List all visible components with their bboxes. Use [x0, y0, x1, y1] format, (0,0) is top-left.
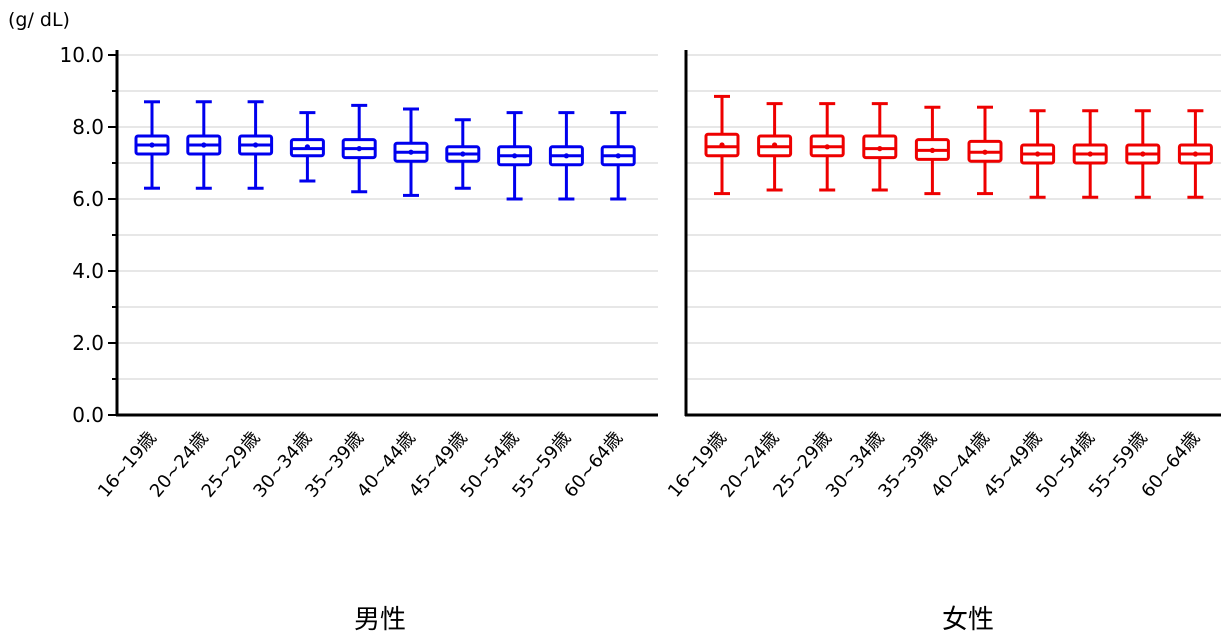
mean-marker [149, 142, 155, 148]
y-tick-label: 4.0 [72, 259, 104, 283]
box-3 [809, 102, 845, 192]
mean-marker [304, 144, 310, 150]
box-3 [238, 100, 274, 190]
mean-marker [929, 147, 936, 153]
box-8 [497, 111, 533, 201]
box-8 [1072, 109, 1108, 199]
box-4 [289, 111, 325, 183]
panel-title: 女性 [942, 605, 994, 635]
panel-male: 0.02.04.06.08.010.016~19歳20~24歳25~29歳30~… [59, 43, 658, 635]
mean-marker [201, 142, 207, 148]
mean-marker [615, 153, 621, 159]
panel-title: 男性 [354, 605, 406, 635]
y-unit-label: (g/ dL) [8, 9, 70, 31]
panel-female: 16~19歳20~24歳25~29歳30~34歳35~39歳40~44歳45~4… [664, 50, 1221, 635]
box-5 [341, 103, 377, 194]
mean-marker [408, 149, 414, 155]
mean-marker [253, 142, 259, 148]
mean-marker [824, 144, 830, 150]
y-tick-label: 10.0 [59, 43, 104, 67]
mean-marker [877, 146, 883, 152]
mean-marker [563, 153, 570, 159]
box-6 [393, 107, 429, 197]
box-5 [914, 105, 950, 196]
mean-marker [1087, 151, 1093, 157]
mean-marker [772, 142, 778, 148]
box-2 [186, 100, 222, 190]
box-10 [600, 111, 636, 201]
mean-marker [719, 142, 725, 148]
mean-marker [460, 151, 466, 157]
box-4 [862, 102, 898, 192]
mean-marker [982, 149, 988, 155]
box-1 [134, 100, 170, 190]
y-tick-label: 0.0 [72, 403, 104, 427]
mean-marker [511, 153, 518, 159]
mean-marker [1140, 151, 1146, 157]
y-tick-label: 8.0 [72, 115, 104, 139]
y-tick-label: 2.0 [72, 331, 104, 355]
box-10 [1177, 109, 1213, 199]
box-2 [757, 102, 793, 192]
mean-marker [1192, 151, 1198, 157]
box-7 [1020, 109, 1056, 199]
box-7 [445, 118, 481, 190]
box-9 [548, 111, 584, 201]
box-1 [704, 94, 740, 196]
box-6 [967, 105, 1003, 196]
mean-marker [1035, 151, 1041, 157]
box-9 [1125, 109, 1161, 199]
mean-marker [356, 146, 362, 152]
y-tick-label: 6.0 [72, 187, 104, 211]
